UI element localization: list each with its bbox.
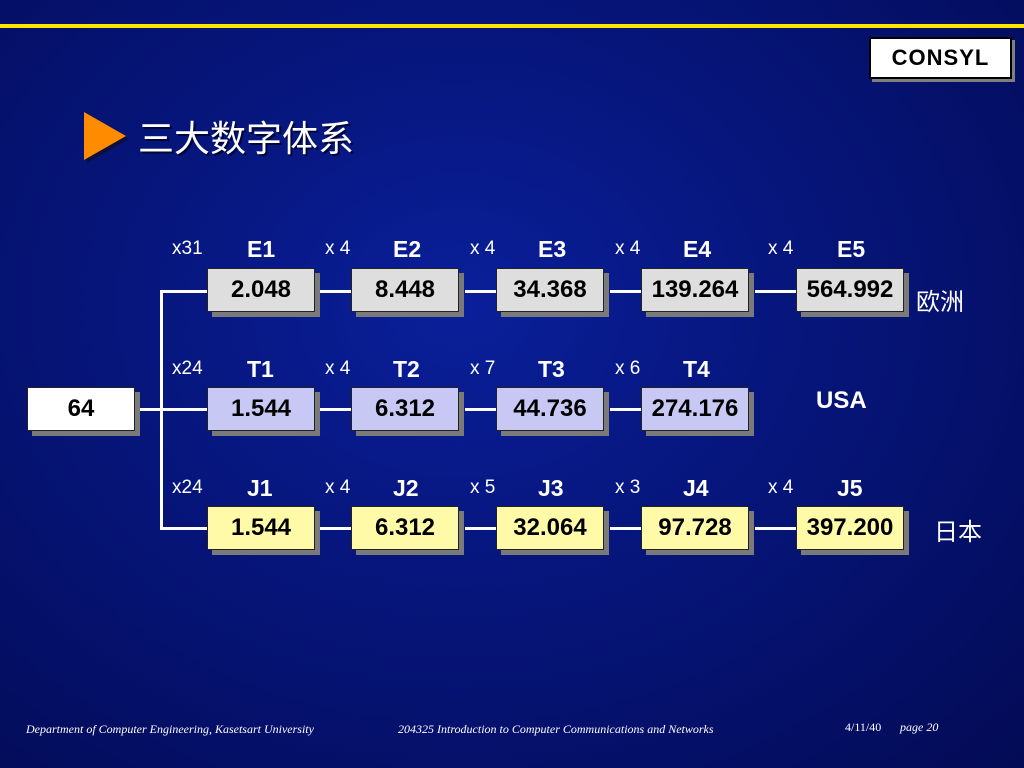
usa-link-line [465, 408, 496, 411]
japan-rate-box: 6.312 [351, 506, 459, 550]
europe-level-label: E2 [393, 236, 422, 262]
root-rate-box: 64 [27, 387, 135, 431]
japan-level-label: J1 [247, 475, 273, 501]
usa-multiplier: x 4 [325, 358, 351, 379]
europe-multiplier: x 4 [615, 238, 641, 259]
usa-level-label: T2 [393, 356, 420, 382]
europe-multiplier: x 4 [470, 238, 496, 259]
europe-link-line [755, 290, 796, 293]
top-accent-line [0, 24, 1024, 28]
europe-link-line [320, 290, 351, 293]
japan-multiplier: x 4 [325, 477, 351, 498]
usa-rate-box: 6.312 [351, 387, 459, 431]
usa-multiplier: x 6 [615, 358, 641, 379]
japan-multiplier: x 4 [768, 477, 794, 498]
europe-multiplier: x 4 [768, 238, 794, 259]
europe-rate-box: 8.448 [351, 268, 459, 312]
consyl-logo: CONSYL [869, 37, 1012, 79]
usa-link-line [610, 408, 641, 411]
europe-link-line [610, 290, 641, 293]
europe-level-label: E3 [538, 236, 567, 262]
slide-title: 三大数字体系 [138, 119, 355, 160]
japan-rate-box: 1.544 [207, 506, 315, 550]
usa-multiplier: x24 [172, 358, 203, 379]
europe-level-label: E5 [837, 236, 866, 262]
footer-course: 204325 Introduction to Computer Communic… [398, 722, 714, 736]
japan-rate-box: 397.200 [796, 506, 904, 550]
usa-multiplier: x 7 [470, 358, 496, 379]
footer-department: Department of Computer Engineering, Kase… [26, 722, 314, 736]
usa-level-label: T4 [683, 356, 710, 382]
japan-branch-line [160, 527, 207, 530]
europe-branch-line [160, 290, 207, 293]
footer-page-number: page 20 [900, 720, 939, 734]
europe-level-label: E4 [683, 236, 712, 262]
usa-region-label: USA [816, 387, 867, 414]
japan-multiplier: x 3 [615, 477, 641, 498]
europe-rate-box: 564.992 [796, 268, 904, 312]
europe-level-label: E1 [247, 236, 276, 262]
europe-rate-box: 139.264 [641, 268, 749, 312]
japan-link-line [465, 527, 496, 530]
japan-rate-box: 32.064 [496, 506, 604, 550]
usa-rate-box: 1.544 [207, 387, 315, 431]
japan-link-line [610, 527, 641, 530]
logo-text: CONSYL [891, 45, 990, 70]
japan-link-line [320, 527, 351, 530]
usa-link-line [320, 408, 351, 411]
europe-region-label: 欧洲 [916, 289, 964, 316]
footer-date: 4/11/40 [845, 720, 882, 734]
europe-multiplier: x 4 [325, 238, 351, 259]
europe-multiplier: x31 [172, 238, 203, 259]
japan-level-label: J3 [538, 475, 564, 501]
japan-level-label: J5 [837, 475, 863, 501]
usa-level-label: T3 [538, 356, 565, 382]
japan-region-label: 日本 [934, 519, 982, 546]
europe-rate-box: 2.048 [207, 268, 315, 312]
usa-rate-box: 44.736 [496, 387, 604, 431]
root-connector-line [140, 408, 207, 411]
europe-rate-box: 34.368 [496, 268, 604, 312]
europe-link-line [465, 290, 496, 293]
triangle-bullet-icon [84, 112, 129, 163]
japan-level-label: J4 [683, 475, 709, 501]
japan-multiplier: x 5 [470, 477, 496, 498]
japan-multiplier: x24 [172, 477, 203, 498]
japan-rate-box: 97.728 [641, 506, 749, 550]
japan-level-label: J2 [393, 475, 419, 501]
usa-level-label: T1 [247, 356, 274, 382]
japan-link-line [755, 527, 796, 530]
usa-rate-box: 274.176 [641, 387, 749, 431]
